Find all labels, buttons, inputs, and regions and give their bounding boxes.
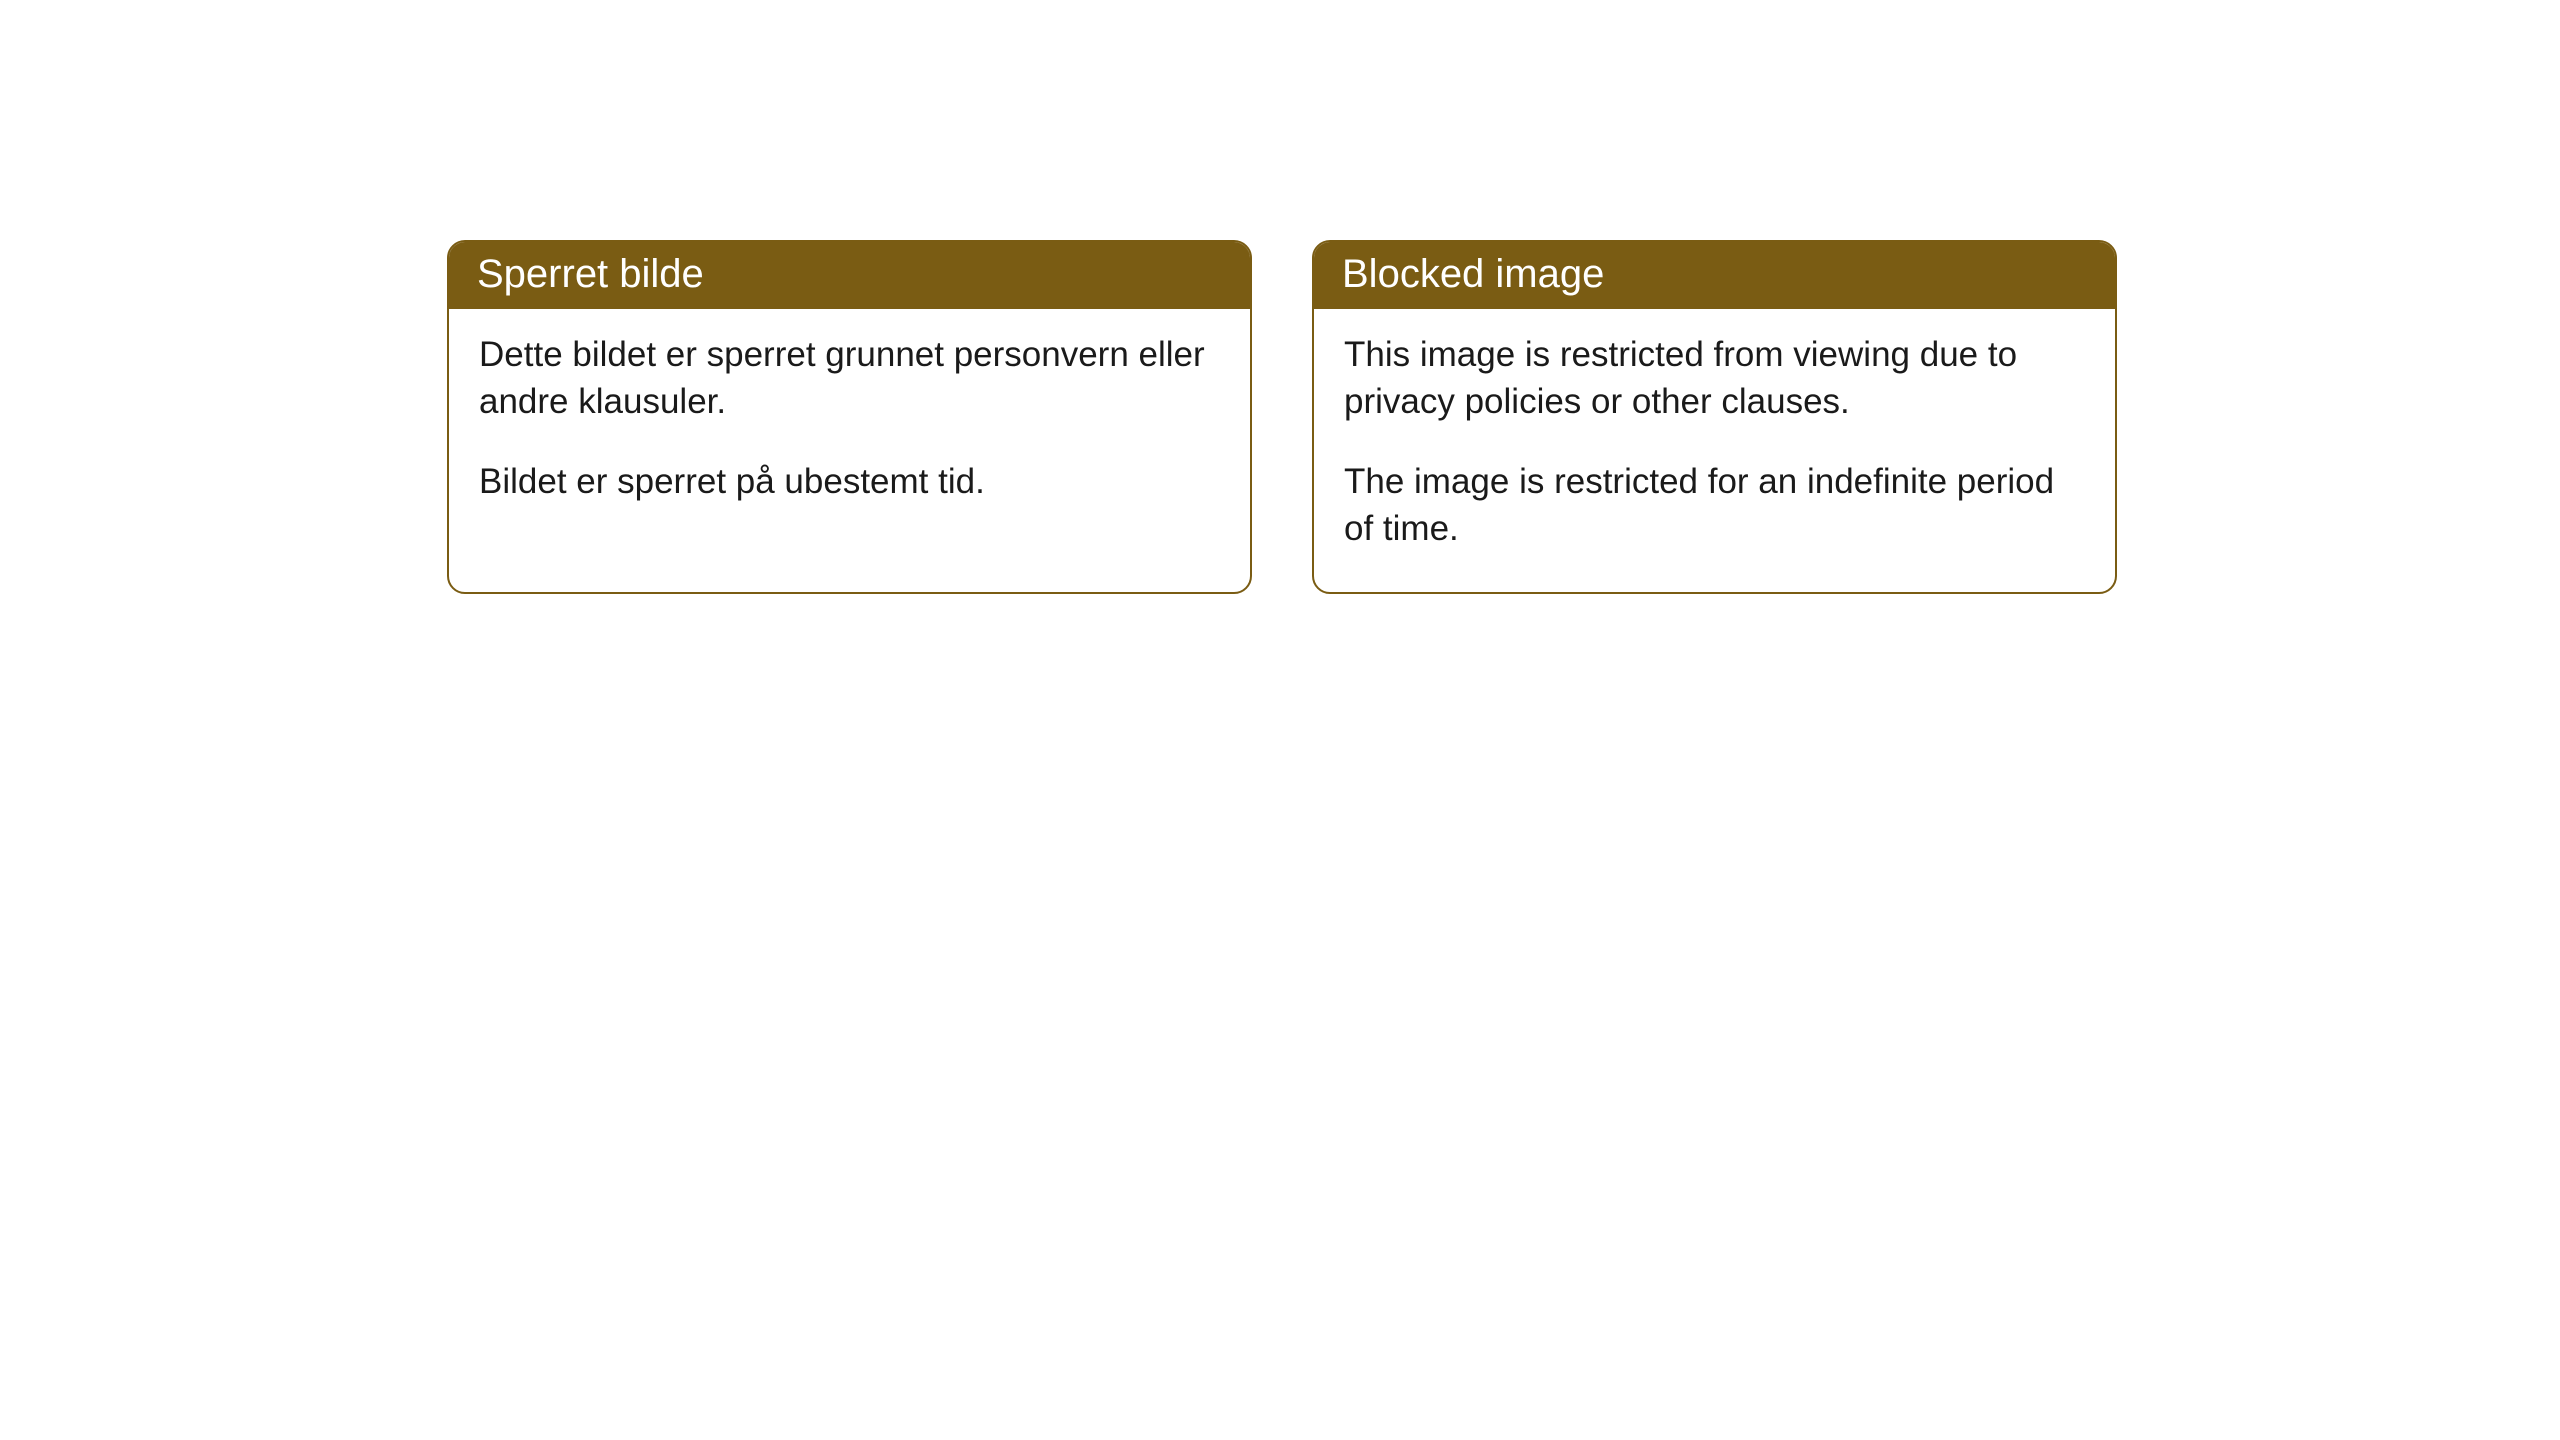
card-body-norwegian: Dette bildet er sperret grunnet personve… [449, 309, 1250, 545]
card-paragraph-1-norwegian: Dette bildet er sperret grunnet personve… [479, 331, 1220, 426]
card-title-norwegian: Sperret bilde [477, 252, 704, 296]
card-body-english: This image is restricted from viewing du… [1314, 309, 2115, 592]
card-paragraph-2-norwegian: Bildet er sperret på ubestemt tid. [479, 458, 1220, 505]
card-paragraph-1-english: This image is restricted from viewing du… [1344, 331, 2085, 426]
blocked-image-card-english: Blocked image This image is restricted f… [1312, 240, 2117, 594]
card-header-norwegian: Sperret bilde [449, 242, 1250, 309]
card-header-english: Blocked image [1314, 242, 2115, 309]
cards-container: Sperret bilde Dette bildet er sperret gr… [447, 240, 2117, 594]
card-title-english: Blocked image [1342, 252, 1604, 296]
card-paragraph-2-english: The image is restricted for an indefinit… [1344, 458, 2085, 553]
blocked-image-card-norwegian: Sperret bilde Dette bildet er sperret gr… [447, 240, 1252, 594]
